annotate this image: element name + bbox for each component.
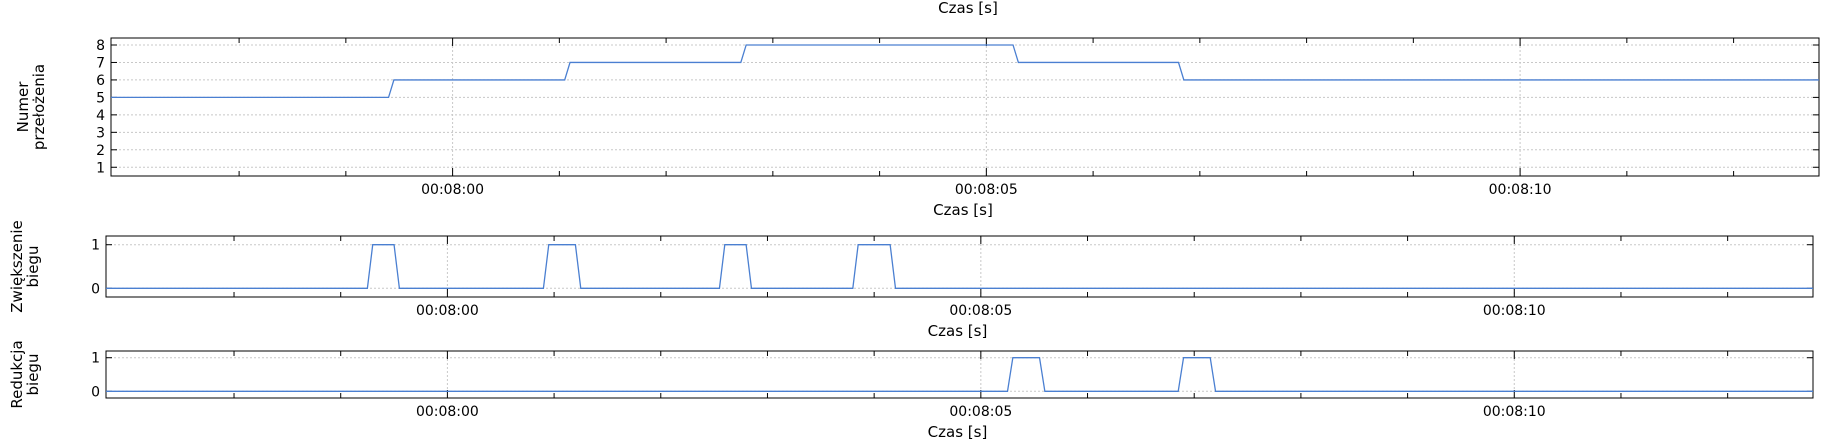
y-axis-title-line: biegu: [24, 246, 42, 288]
x-tick-label: 00:08:05: [955, 182, 1018, 198]
y-tick-label: 1: [96, 160, 105, 176]
series-line: [106, 357, 1813, 392]
x-tick-label: 00:08:10: [1483, 404, 1546, 420]
y-tick-label: 5: [96, 90, 105, 106]
y-tick-label: 2: [96, 143, 105, 159]
y-tick-label: 1: [91, 238, 100, 254]
x-tick-label: 00:08:05: [949, 303, 1012, 319]
plot-frame: [110, 37, 1820, 177]
x-tick-label: 00:08:05: [949, 404, 1012, 420]
series-line: [106, 244, 1813, 289]
x-tick-label: 00:08:00: [421, 182, 484, 198]
panel-gear-number: 12 34 56 78 00:08:00 00:08:05 00:08:10 Czas [s]…: [14, 37, 1820, 219]
x-axis-title: Czas [s]: [928, 423, 988, 441]
plot-frame: [105, 350, 1814, 399]
x-axis-title: Czas [s]: [928, 322, 988, 340]
y-axis-title-line: Zwiększenie: [8, 220, 26, 312]
y-tick-label: 8: [96, 38, 105, 54]
y-tick-label: 0: [91, 384, 100, 400]
y-tick-label: 0: [91, 281, 100, 297]
y-axis-title-line: Numer: [14, 81, 32, 133]
x-tick-label: 00:08:00: [416, 303, 479, 319]
series-line: [111, 44, 1819, 99]
plot-frame: [105, 235, 1814, 298]
y-tick-label: 6: [96, 73, 105, 89]
y-axis-title-line: przełożenia: [30, 64, 48, 150]
panel-upshift: 0 1 00:08:00 00:08:05 00:08:10 Czas [s] Zwięks…: [8, 220, 1814, 340]
y-tick-label: 3: [96, 125, 105, 141]
y-axis-title-line: biegu: [24, 354, 42, 396]
y-tick-label: 1: [91, 351, 100, 367]
y-tick-label: 4: [96, 108, 105, 124]
x-tick-label: 00:08:00: [416, 404, 479, 420]
figure-top-title: Czas [s]: [938, 0, 998, 17]
x-tick-label: 00:08:10: [1483, 303, 1546, 319]
y-tick-label: 7: [96, 55, 105, 71]
y-axis-title-line: Redukcja: [8, 340, 26, 408]
x-tick-label: 00:08:10: [1489, 182, 1552, 198]
panel-downshift: 0 1 00:08:00 00:08:05 00:08:10 Czas [s] Redukc…: [8, 340, 1814, 441]
x-axis-title: Czas [s]: [933, 201, 993, 219]
